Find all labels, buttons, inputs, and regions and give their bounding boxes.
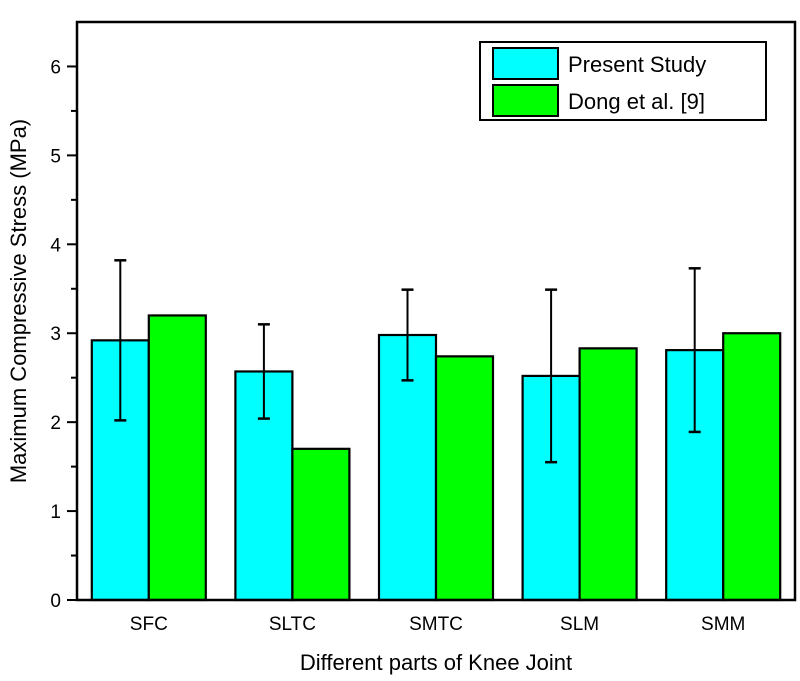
legend-label-present-study: Present Study <box>568 52 706 77</box>
bar-dong-et-al-9-sfc <box>147 314 207 602</box>
legend-swatch-dong-et-al <box>492 84 559 117</box>
x-tick-label-sfc: SFC <box>130 614 168 635</box>
y-tick-label: 1 <box>50 502 61 523</box>
x-tick-label-smm: SMM <box>701 614 745 635</box>
x-axis-title: Different parts of Knee Joint <box>300 650 572 675</box>
bar-dong-et-al-9-smm <box>722 332 782 602</box>
y-tick-label: 4 <box>50 235 61 256</box>
bar-dong-et-al-9-sltc <box>291 447 351 602</box>
plot-frame <box>75 20 797 602</box>
x-tick-label-slm: SLM <box>560 614 599 635</box>
bar-dong-et-al-9-smtc <box>434 355 495 602</box>
y-tick-label: 5 <box>50 146 61 167</box>
legend-label-dong-et-al: Dong et al. [9] <box>568 89 705 114</box>
x-tick-label-smtc: SMTC <box>409 614 463 635</box>
x-axis: SFC SLTC SMTC SLM SMM <box>130 614 746 635</box>
legend-swatch-present-study <box>492 47 559 80</box>
y-tick-label: 6 <box>50 57 61 78</box>
y-axis-title: Maximum Compressive Stress (MPa) <box>6 119 31 483</box>
y-axis: 0 1 2 3 4 5 6 <box>50 57 77 612</box>
x-tick-label-sltc: SLTC <box>269 614 316 635</box>
bars-layer <box>90 314 782 602</box>
legend: Present Study Dong et al. [9] <box>479 41 767 121</box>
y-tick-label: 2 <box>50 413 61 434</box>
bar-dong-et-al-9-slm <box>578 347 638 602</box>
errorbars-layer <box>114 259 701 464</box>
y-tick-label: 3 <box>50 324 61 345</box>
y-tick-label: 0 <box>50 591 61 612</box>
